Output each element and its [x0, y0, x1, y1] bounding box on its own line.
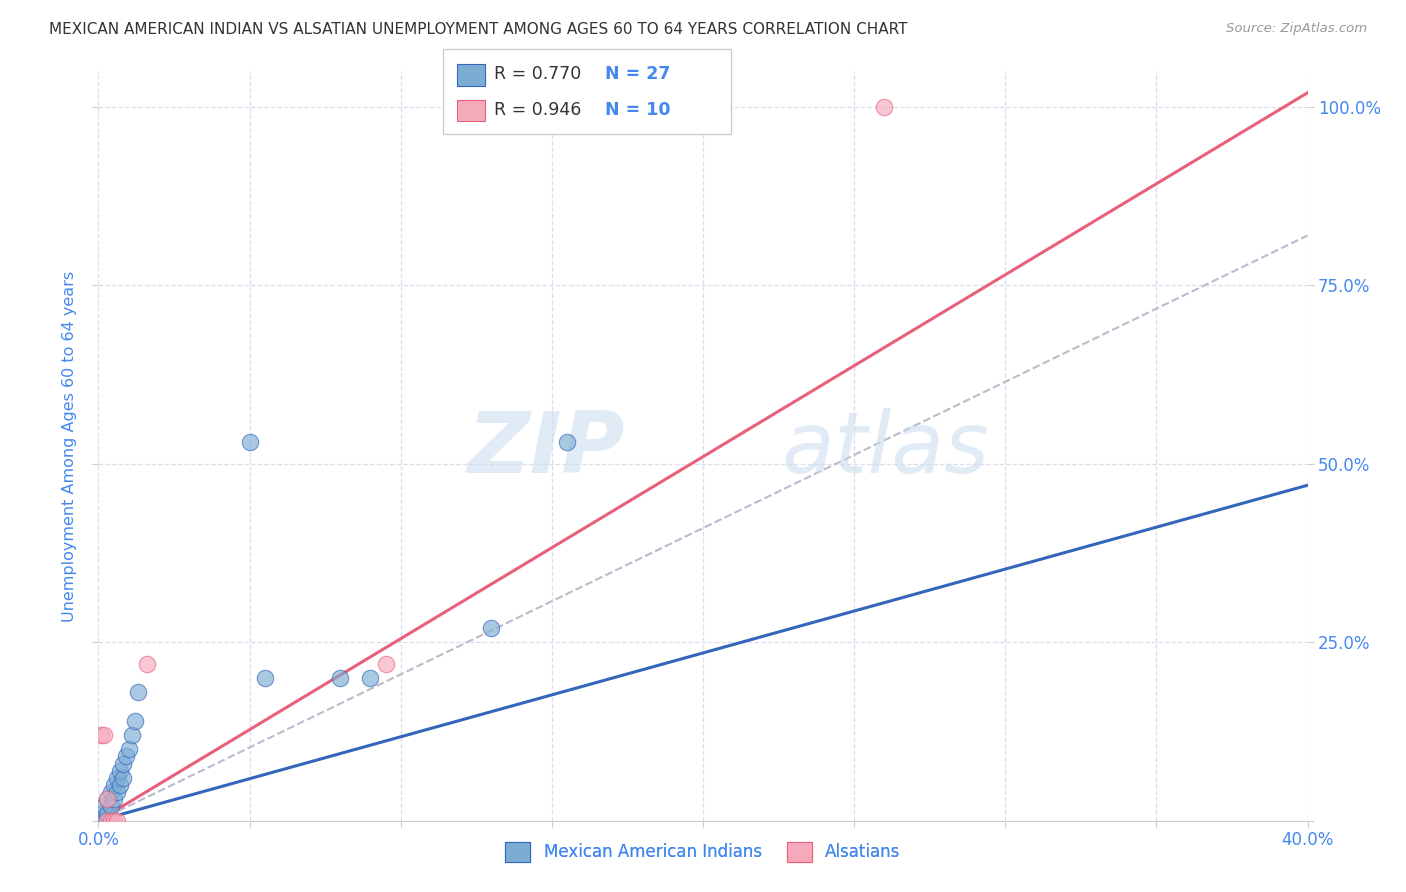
- Point: [93, 799, 115, 814]
- Point: [90, 728, 112, 742]
- Point: [96, 792, 118, 806]
- Point: [103, 778, 125, 792]
- Point: [329, 671, 352, 685]
- Point: [124, 714, 146, 728]
- Point: [135, 657, 157, 671]
- Point: [239, 435, 262, 450]
- Point: [108, 764, 131, 778]
- Point: [121, 728, 143, 742]
- Point: [90, 814, 112, 828]
- Y-axis label: Unemployment Among Ages 60 to 64 years: Unemployment Among Ages 60 to 64 years: [62, 270, 77, 622]
- Point: [555, 435, 578, 450]
- Point: [100, 814, 122, 828]
- Point: [96, 806, 118, 821]
- Point: [253, 671, 276, 685]
- Point: [105, 771, 128, 785]
- Point: [93, 728, 115, 742]
- Point: [118, 742, 141, 756]
- Point: [90, 806, 112, 821]
- Point: [96, 814, 118, 828]
- Point: [481, 621, 503, 635]
- Point: [111, 756, 134, 771]
- Point: [103, 814, 125, 828]
- Point: [374, 657, 396, 671]
- Point: [100, 799, 122, 814]
- Point: [105, 814, 128, 828]
- Text: N = 10: N = 10: [605, 101, 671, 119]
- Text: MEXICAN AMERICAN INDIAN VS ALSATIAN UNEMPLOYMENT AMONG AGES 60 TO 64 YEARS CORRE: MEXICAN AMERICAN INDIAN VS ALSATIAN UNEM…: [49, 22, 908, 37]
- Text: atlas: atlas: [782, 409, 990, 491]
- Legend: Mexican American Indians, Alsatians: Mexican American Indians, Alsatians: [499, 835, 907, 869]
- Point: [111, 771, 134, 785]
- Point: [360, 671, 382, 685]
- Point: [100, 785, 122, 799]
- Point: [103, 792, 125, 806]
- Point: [873, 100, 896, 114]
- Text: R = 0.946: R = 0.946: [494, 101, 581, 119]
- Point: [114, 749, 136, 764]
- Point: [127, 685, 149, 699]
- Point: [93, 814, 115, 828]
- Text: Source: ZipAtlas.com: Source: ZipAtlas.com: [1226, 22, 1367, 36]
- Point: [108, 778, 131, 792]
- Text: ZIP: ZIP: [467, 409, 624, 491]
- Point: [96, 792, 118, 806]
- Text: N = 27: N = 27: [605, 65, 669, 83]
- Point: [105, 785, 128, 799]
- Text: R = 0.770: R = 0.770: [494, 65, 581, 83]
